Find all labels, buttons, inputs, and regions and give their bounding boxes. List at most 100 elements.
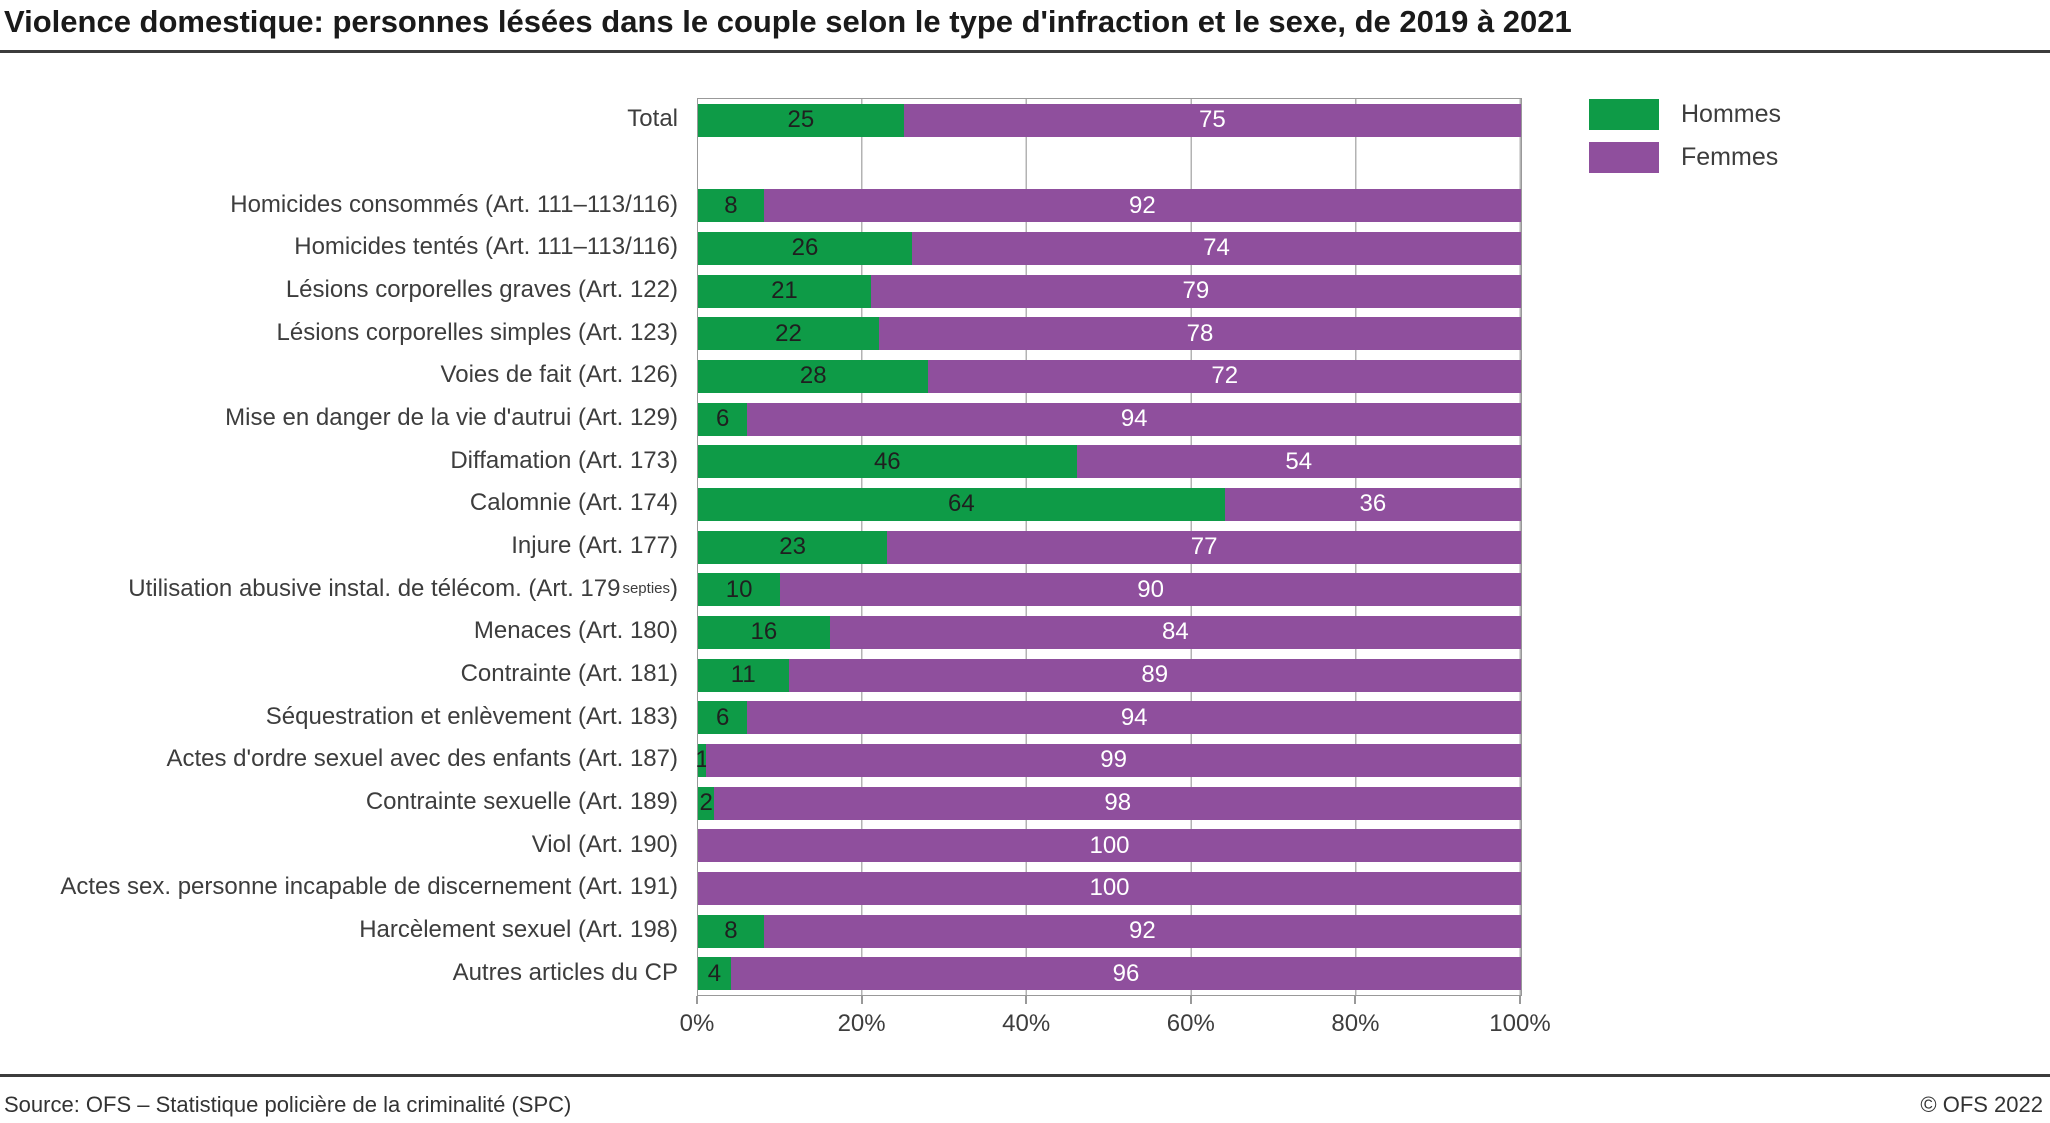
bar-row: 8 92 [698,910,1521,953]
value-label: 28 [799,362,827,390]
category-label: Viol (Art. 190) [531,830,678,858]
category-label: Diffamation (Art. 173) [450,446,678,474]
category-label: Calomnie (Art. 174) [469,489,678,517]
bar-segment-femmes: 89 [788,658,1521,692]
bar-segment-hommes: 21 [698,274,871,308]
x-tick-label: 100% [1489,1010,1551,1037]
category-label: Contrainte (Art. 181) [460,660,678,688]
legend-item-femmes: Femmes [1589,142,1781,173]
value-label: 84 [1161,618,1189,646]
stacked-bar: 28 72 [698,359,1521,393]
legend-swatch-femmes [1589,142,1659,173]
bar-segment-femmes: 84 [829,615,1521,649]
tick-mark [696,996,698,1004]
bar-segment-hommes: 23 [698,530,888,564]
x-tick-label: 40% [1002,1010,1051,1037]
category-label: Séquestration et enlèvement (Art. 183) [265,702,678,730]
value-label: 90 [1137,575,1164,603]
category-label: Actes sex. personne incapable de discern… [60,873,678,901]
stacked-bar: 21 79 [698,274,1521,308]
category-label: Utilisation abusive instal. de télécom. … [128,574,678,602]
category-label: Lésions corporelles simples (Art. 123) [276,318,679,346]
tick-mark [1025,996,1028,1004]
bar-segment-femmes: 92 [763,189,1521,223]
bar-row: 6 94 [698,696,1521,739]
bar-segment-femmes: 79 [870,274,1521,308]
value-label: 72 [1211,362,1239,390]
stacked-bar: 100 [698,871,1521,905]
bar-segment-femmes: 77 [887,530,1521,564]
value-label: 94 [1120,703,1148,731]
bar-segment-femmes: 100 [698,829,1521,863]
bar-row: 2 98 [698,782,1521,825]
bar-row: 8 92 [698,184,1521,227]
value-label: 8 [724,917,738,945]
category-labels-column: Total Homicides consommés (Art. 111–113/1… [0,98,688,994]
category-label: Injure (Art. 177) [511,532,678,560]
bar-row: 100 [698,867,1521,910]
legend-label-hommes: Hommes [1681,100,1782,128]
stacked-bar: 2 98 [698,786,1521,820]
bar-segment-hommes: 16 [698,615,830,649]
bar-row: 26 74 [698,227,1521,270]
bar-segment-femmes: 36 [1224,487,1521,521]
bar-segment-hommes: 8 [698,914,764,948]
stacked-bar: 100 [698,829,1521,863]
bar-segment-hommes: 46 [698,445,1077,479]
stacked-bar: 8 92 [698,914,1521,948]
bar-segment-hommes: 25 [698,103,904,137]
value-label: 94 [1120,405,1148,433]
bar-row: 46 54 [698,440,1521,483]
category-label: Menaces (Art. 180) [473,617,678,645]
tick-mark [1189,996,1192,1004]
bar-row: 28 72 [698,355,1521,398]
stacked-bar: 25 75 [698,103,1521,137]
value-label: 78 [1186,319,1214,347]
value-label: 23 [779,533,806,561]
value-label: 77 [1190,533,1218,561]
value-label: 100 [1089,874,1130,902]
value-label: 98 [1104,789,1132,817]
value-label: 10 [725,575,753,603]
stacked-bar: 16 84 [698,615,1521,649]
legend: Hommes Femmes [1589,99,1781,173]
bar-segment-femmes: 54 [1076,445,1521,479]
bar-segment-femmes: 98 [714,786,1521,820]
category-label: Homicides tentés (Art. 111–113/116) [294,233,678,261]
bar-row: 100 [698,824,1521,867]
stacked-bar: 23 77 [698,530,1521,564]
value-label: 100 [1089,831,1130,859]
spacer-row [698,142,1521,185]
bar-segment-hommes: 6 [698,402,748,436]
tick-mark [1519,996,1521,1004]
value-label: 22 [775,319,802,347]
value-label: 89 [1141,661,1169,689]
spacer-label [0,141,688,184]
title-rule [0,50,2050,53]
x-tick-label: 20% [837,1010,886,1037]
bar-segment-femmes: 75 [903,103,1521,137]
bar-row: 11 89 [698,654,1521,697]
tick-mark [1354,996,1357,1004]
bar-row: 21 79 [698,270,1521,313]
bar-segment-femmes: 96 [730,957,1521,991]
category-label: Harcèlement sexuel (Art. 198) [359,916,678,944]
stacked-bar: 8 92 [698,189,1521,223]
bar-segment-femmes: 94 [747,402,1521,436]
bar-segment-femmes: 90 [780,573,1521,607]
bar-row: 23 77 [698,526,1521,569]
footer-source: Source: OFS – Statistique policière de l… [4,1092,572,1117]
bar-segment-hommes: 28 [698,359,929,393]
value-label: 6 [716,703,730,731]
category-label: Total [627,105,678,133]
stacked-bar: 4 96 [698,957,1521,991]
chart-title: Violence domestique: personnes lésées da… [4,4,1572,39]
stacked-bar: 64 36 [698,487,1521,521]
bar-segment-hommes: 11 [698,658,789,692]
bar-segment-hommes: 4 [698,957,731,991]
stacked-bar: 26 74 [698,231,1521,265]
bar-segment-femmes: 92 [763,914,1521,948]
footer-copyright: © OFS 2022 [1920,1092,2043,1117]
value-label: 99 [1100,746,1127,774]
